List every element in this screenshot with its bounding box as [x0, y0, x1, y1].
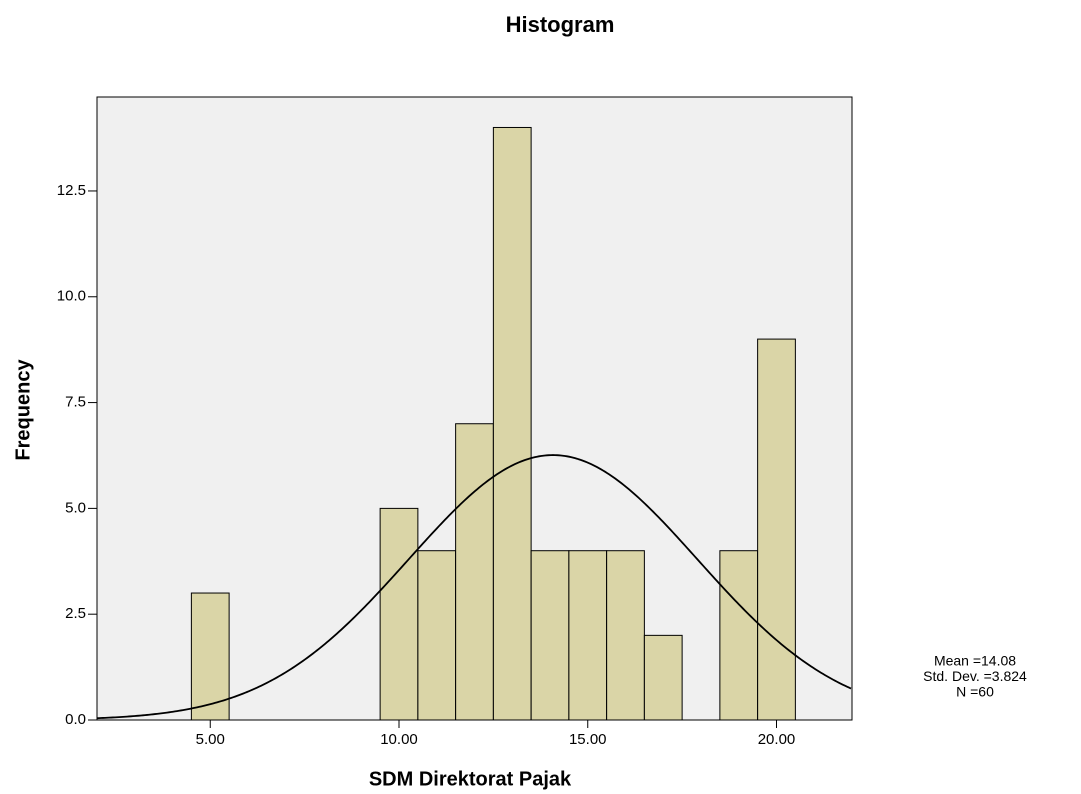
bar — [644, 635, 682, 720]
bar — [531, 551, 569, 720]
x-tick-label: 15.00 — [569, 731, 607, 748]
stats-label: Mean =14.08 — [934, 653, 1016, 669]
x-tick-label: 5.00 — [196, 731, 225, 748]
x-tick-label: 10.00 — [380, 731, 418, 748]
bar — [569, 551, 607, 720]
y-tick-label: 10.0 — [57, 288, 86, 305]
y-axis-label: Frequency — [12, 359, 34, 461]
chart-title: Histogram — [506, 12, 615, 37]
bar — [758, 339, 796, 720]
y-tick-label: 5.0 — [65, 499, 86, 516]
bar — [607, 551, 645, 720]
stats-label: N =60 — [956, 684, 994, 700]
x-tick-label: 20.00 — [758, 731, 796, 748]
page: Histogram Frequency SDM Direktorat Pajak… — [0, 0, 1081, 794]
bar — [493, 127, 531, 720]
x-axis-label: SDM Direktorat Pajak — [369, 768, 572, 790]
y-tick-label: 2.5 — [65, 605, 86, 622]
y-tick-label: 7.5 — [65, 394, 86, 411]
chart: Histogram Frequency SDM Direktorat Pajak… — [0, 0, 1081, 794]
bar — [720, 551, 758, 720]
bar — [380, 508, 418, 720]
bar — [418, 551, 456, 720]
y-tick-label: 0.0 — [65, 711, 86, 728]
stats-label: Std. Dev. =3.824 — [923, 668, 1027, 684]
bar — [456, 424, 494, 720]
y-tick-label: 12.5 — [57, 182, 86, 199]
